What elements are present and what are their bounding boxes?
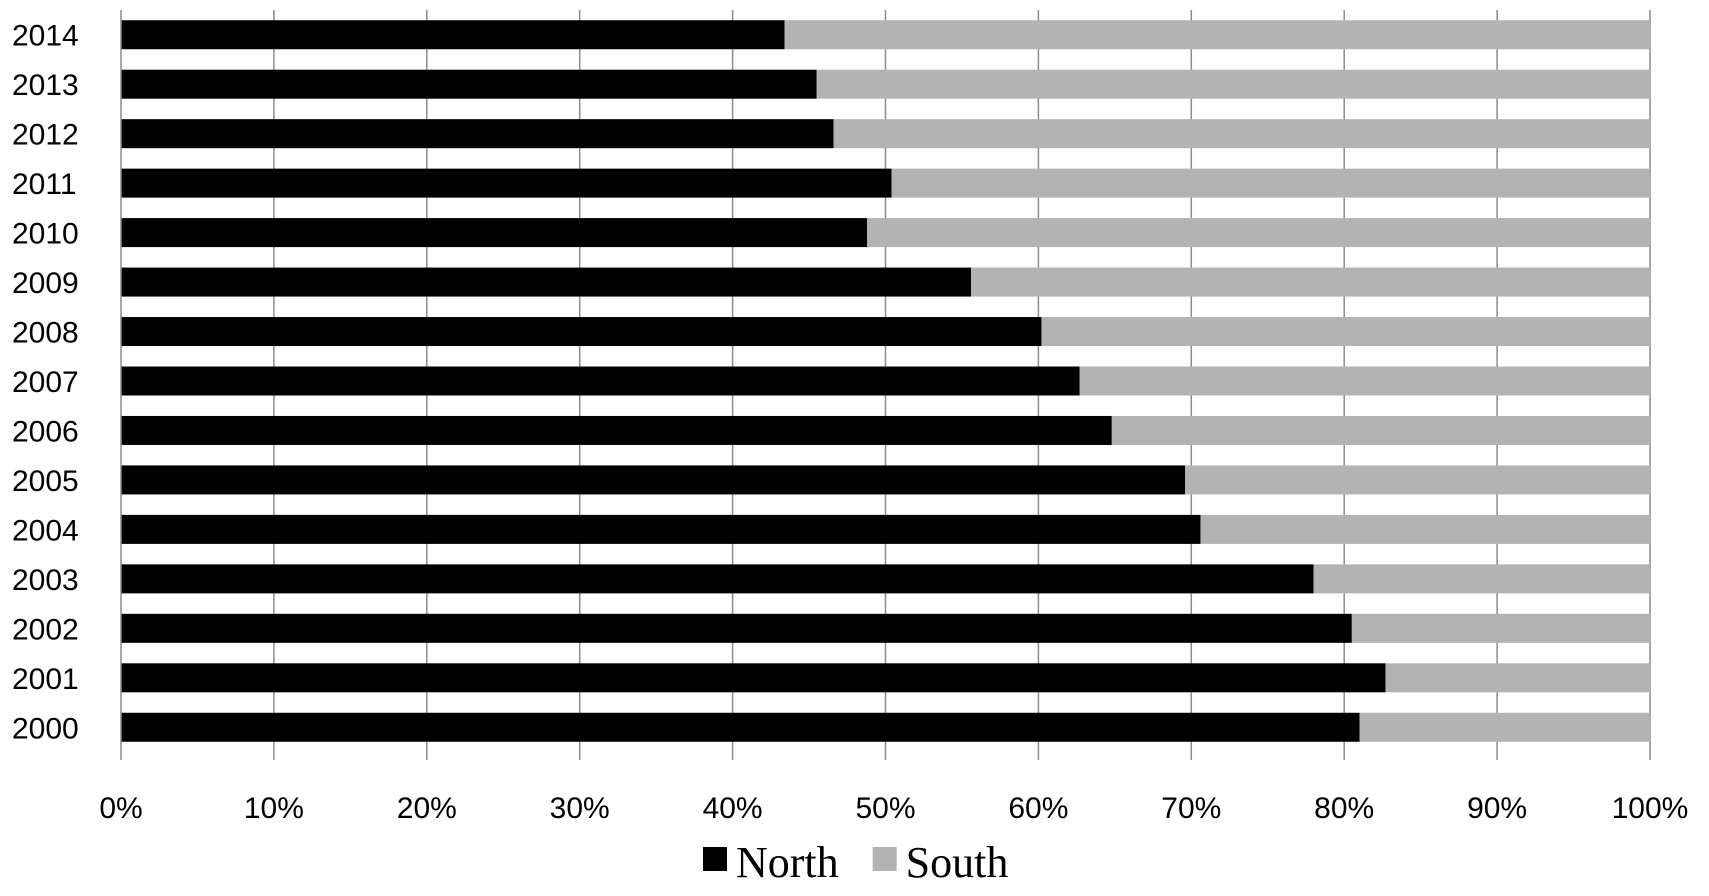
x-tick-label: 10%	[244, 792, 304, 825]
bar-south-2012	[833, 119, 1650, 149]
legend: North South	[703, 838, 1008, 887]
bar-north-2008	[121, 317, 1042, 347]
bar-south-2000	[1359, 712, 1650, 742]
bar-south-2002	[1351, 613, 1650, 643]
y-tick-label: 2012	[12, 119, 79, 152]
y-tick-label: 2007	[12, 366, 79, 399]
y-tick-label: 2008	[12, 317, 79, 350]
bar-north-2001	[121, 663, 1386, 693]
bar-south-2004	[1200, 514, 1650, 544]
bar-north-2003	[121, 564, 1314, 594]
y-tick-label: 2005	[12, 465, 79, 498]
bar-south-2001	[1385, 663, 1650, 693]
legend-label-north: North	[736, 838, 839, 887]
x-tick-label: 60%	[1008, 792, 1068, 825]
bar-south-2005	[1185, 465, 1650, 495]
x-tick-label: 90%	[1467, 792, 1527, 825]
x-tick-label: 40%	[703, 792, 763, 825]
bar-north-2005	[121, 465, 1186, 495]
y-tick-label: 2009	[12, 267, 79, 300]
x-tick-label: 20%	[397, 792, 457, 825]
x-tick-label: 70%	[1161, 792, 1221, 825]
bar-south-2006	[1111, 415, 1650, 445]
legend-swatch-south	[872, 847, 897, 871]
bar-north-2000	[121, 712, 1360, 742]
bar-north-2010	[121, 218, 868, 248]
y-tick-label: 2010	[12, 218, 79, 251]
bar-north-2006	[121, 415, 1112, 445]
x-tick-label: 50%	[855, 792, 915, 825]
y-tick-label: 2002	[12, 613, 79, 646]
bar-south-2008	[1041, 317, 1650, 347]
bar-north-2009	[121, 267, 972, 297]
x-tick-label: 80%	[1314, 792, 1374, 825]
legend-swatch-north	[703, 847, 727, 871]
y-tick-label: 2011	[12, 168, 77, 201]
bar-south-2013	[816, 69, 1650, 99]
bar-south-2009	[971, 267, 1650, 297]
bar-south-2011	[891, 168, 1650, 198]
bar-north-2004	[121, 514, 1201, 544]
legend-label-south: South	[906, 838, 1009, 887]
x-tick-label: 0%	[99, 792, 142, 825]
bar-north-2007	[121, 366, 1080, 396]
y-tick-label: 2000	[12, 712, 79, 745]
bar-north-2002	[121, 613, 1352, 643]
bar-north-2012	[121, 119, 834, 149]
bar-north-2011	[121, 168, 892, 198]
y-tick-label: 2001	[12, 663, 79, 696]
y-tick-label: 2003	[12, 564, 79, 597]
bar-north-2013	[121, 69, 817, 99]
y-tick-label: 2014	[12, 20, 79, 53]
bar-north-2014	[121, 20, 785, 50]
bars	[121, 20, 1650, 742]
bar-south-2003	[1313, 564, 1650, 594]
bar-south-2007	[1079, 366, 1650, 396]
y-tick-label: 2006	[12, 415, 79, 448]
y-tick-label: 2013	[12, 69, 79, 102]
bar-south-2010	[867, 218, 1650, 248]
x-tick-label: 30%	[550, 792, 610, 825]
axes: 0% 10% 20% 30% 40% 50% 60% 70% 80% 90% 100% 2000 200…	[12, 10, 1688, 825]
x-tick-label: 100%	[1612, 792, 1689, 825]
y-tick-label: 2004	[12, 514, 79, 547]
bar-south-2014	[784, 20, 1650, 50]
